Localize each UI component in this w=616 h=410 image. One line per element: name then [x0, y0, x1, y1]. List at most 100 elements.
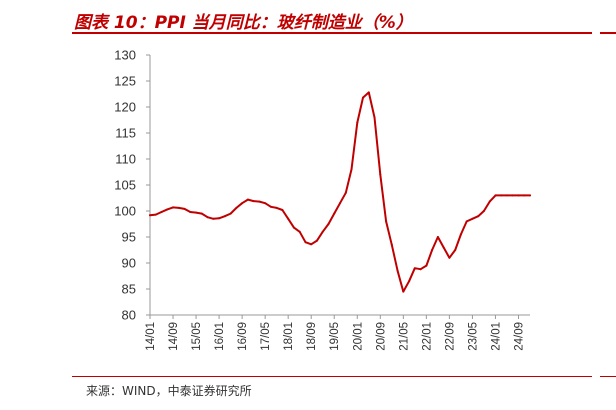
data-point: [494, 194, 497, 197]
x-tick-label: 18/09: [306, 322, 318, 351]
data-point: [281, 209, 284, 211]
x-tick-label: 20/09: [375, 322, 387, 351]
data-point: [471, 217, 474, 220]
data-point: [275, 206, 278, 209]
data-point: [258, 200, 261, 203]
data-point: [235, 206, 238, 209]
data-point: [459, 233, 462, 236]
data-point: [442, 246, 445, 249]
data-point: [269, 205, 272, 208]
title-rule-right: [600, 32, 616, 34]
data-point: [189, 211, 192, 213]
data-point: [154, 213, 157, 216]
data-point: [333, 212, 336, 215]
data-point: [413, 267, 416, 270]
data-point: [431, 249, 434, 251]
y-tick-label: 80: [122, 308, 136, 323]
data-point: [223, 215, 226, 218]
data-point: [529, 194, 531, 197]
data-point: [292, 226, 295, 229]
source-note: 来源：WIND，中泰证券研究所: [86, 384, 252, 398]
footer-rule-right: [600, 376, 616, 377]
data-point: [200, 212, 203, 215]
title-rule: [72, 32, 592, 34]
x-tick-label: 21/05: [398, 322, 410, 351]
x-tick-label: 24/09: [513, 322, 525, 351]
data-point: [177, 206, 180, 209]
data-point: [246, 198, 249, 201]
x-tick-label: 19/05: [329, 322, 341, 351]
x-tick-label: 24/01: [490, 322, 502, 351]
data-point: [344, 191, 347, 194]
y-tick-label: 110: [115, 152, 136, 167]
data-point: [379, 173, 382, 176]
data-point: [304, 241, 307, 244]
data-point: [206, 216, 209, 219]
data-point: [241, 202, 244, 205]
data-point: [465, 220, 468, 223]
x-tick-label: 22/09: [444, 322, 456, 351]
x-tick-label: 17/05: [260, 322, 272, 351]
data-point: [367, 91, 370, 94]
data-point: [385, 220, 388, 223]
data-point: [350, 168, 353, 171]
x-tick-label: 14/01: [145, 322, 157, 351]
data-point: [373, 116, 376, 119]
data-point: [172, 206, 174, 209]
data-point: [264, 202, 267, 205]
y-tick-label: 90: [122, 256, 136, 271]
data-point: [310, 243, 313, 246]
x-tick-label: 20/01: [352, 322, 364, 351]
x-tick-label: 15/05: [191, 322, 203, 351]
data-point: [160, 211, 163, 213]
data-point: [356, 121, 359, 124]
x-tick-label: 18/01: [283, 322, 295, 351]
data-point: [425, 264, 428, 267]
data-point: [482, 210, 485, 212]
x-axis: 14/01 14/09 15/05 16/01 16/09 17/05 18/01 18/09…: [145, 314, 530, 351]
data-point: [390, 243, 393, 246]
data-point: [454, 249, 457, 251]
data-point: [408, 280, 411, 283]
data-point: [218, 217, 221, 220]
data-point: [362, 96, 364, 99]
data-point: [316, 239, 318, 242]
data-point: [523, 194, 526, 197]
data-point: [517, 194, 520, 197]
data-point: [506, 194, 508, 197]
data-point: [287, 217, 290, 220]
data-point: [195, 211, 198, 214]
y-tick-label: 120: [114, 100, 136, 115]
chart-title: 图表 10：PPI 当月同比：玻纤制造业（%）: [74, 13, 413, 33]
data-point: [327, 223, 330, 225]
data-point: [488, 200, 491, 203]
data-point: [149, 214, 151, 217]
y-tick-label: 125: [114, 74, 136, 89]
y-tick-label: 85: [122, 282, 136, 297]
data-point: [419, 268, 422, 271]
x-tick-label: 16/09: [237, 322, 249, 351]
data-point: [321, 230, 324, 233]
data-point: [339, 202, 341, 205]
x-tick-label: 22/01: [421, 322, 433, 351]
series-line: [149, 91, 531, 293]
x-tick-label: 23/05: [467, 322, 479, 351]
y-tick-label: 100: [114, 204, 136, 219]
data-point: [229, 212, 232, 215]
data-point: [166, 208, 169, 211]
data-point: [436, 236, 439, 238]
data-point: [477, 215, 480, 218]
data-point: [402, 290, 405, 293]
series-layer: [149, 91, 531, 293]
data-point: [396, 269, 399, 272]
y-tick-label: 95: [122, 230, 136, 245]
x-tick-label: 16/01: [214, 322, 226, 351]
y-tick-label: 115: [115, 126, 136, 141]
data-point: [298, 230, 301, 233]
x-tick-label: 14/09: [168, 322, 180, 351]
data-point: [448, 256, 451, 259]
data-point: [212, 217, 215, 220]
y-tick-label: 105: [114, 178, 136, 193]
y-tick-label: 130: [114, 48, 136, 63]
